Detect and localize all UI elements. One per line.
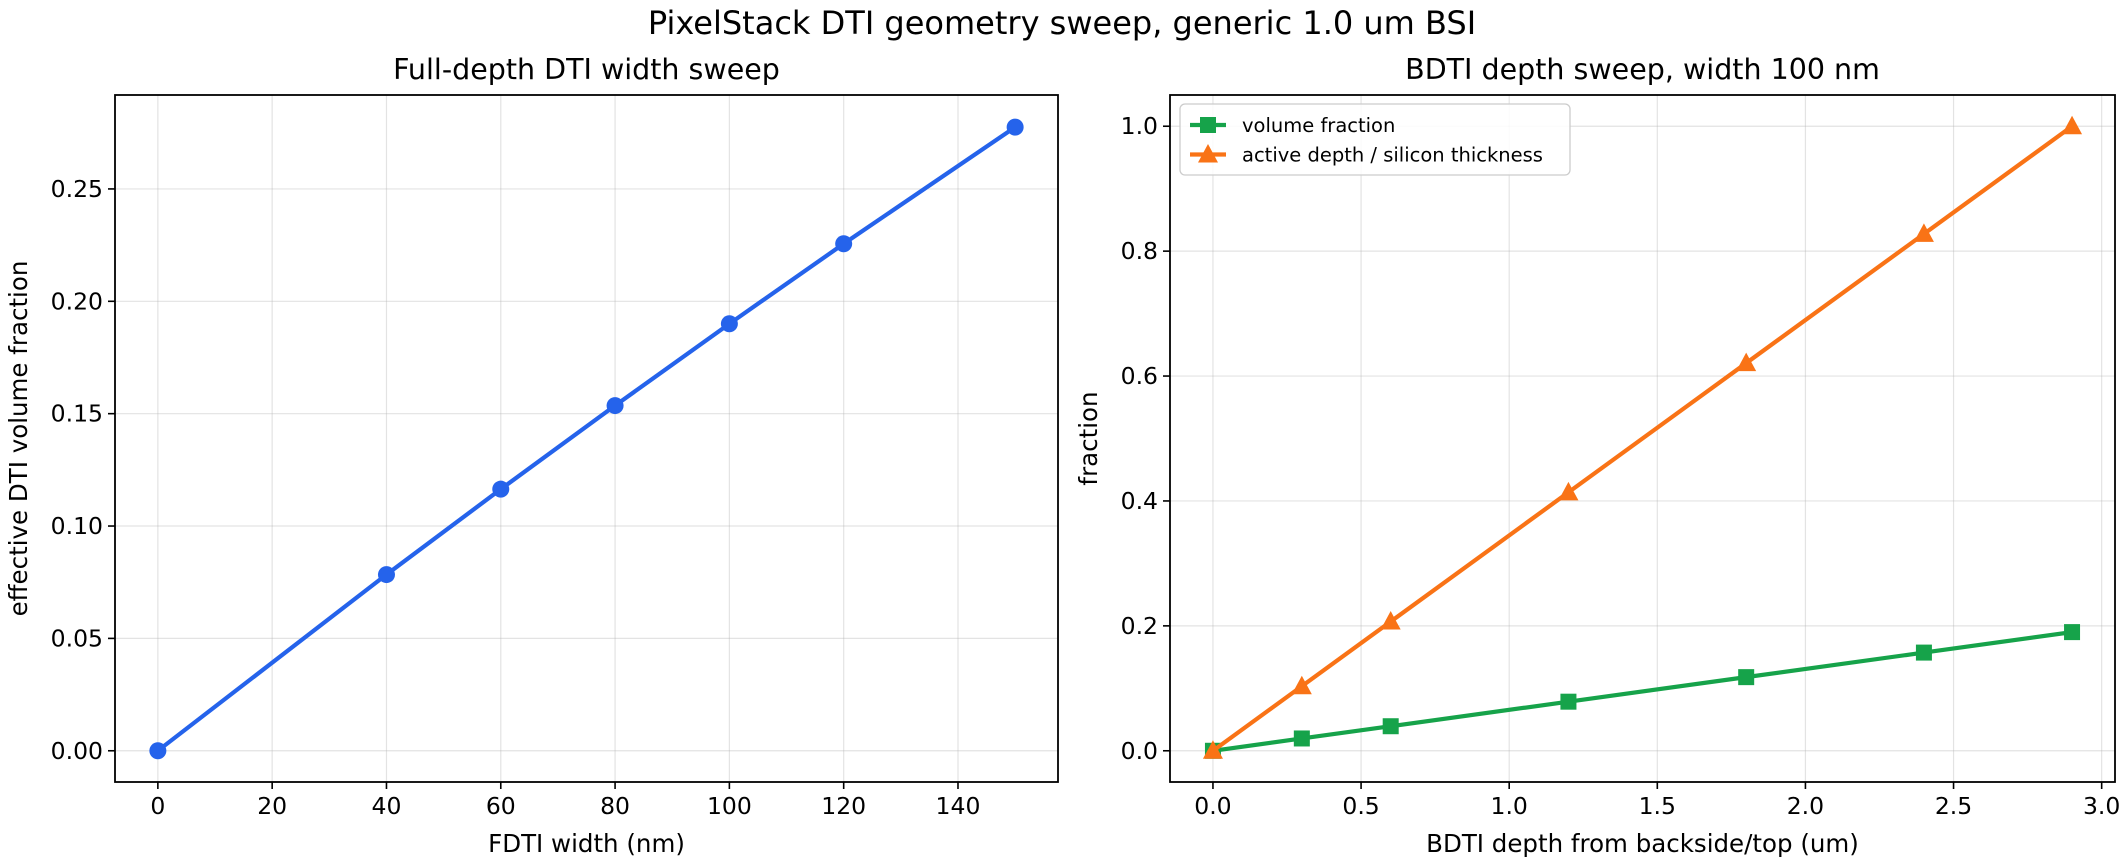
- right-series-1-point: [1202, 740, 1223, 759]
- right-y-tick-label: 0.0: [1121, 737, 1158, 765]
- left-series-0-point: [492, 480, 510, 498]
- left-y-tick-label: 0.25: [51, 175, 103, 203]
- right-series-0-point: [1915, 644, 1932, 661]
- left-series-0-point: [377, 566, 395, 584]
- right-series-1-point: [1913, 223, 1934, 242]
- left-y-tick-label: 0.15: [51, 400, 103, 428]
- right-series-0-point: [1293, 730, 1310, 747]
- left-y-tick-label: 0.00: [51, 737, 103, 765]
- left-x-tick-label: 60: [486, 792, 516, 820]
- right-legend-swatch-marker: [1200, 117, 1216, 133]
- right-legend-swatch-marker: [1198, 144, 1218, 163]
- right-x-tick-label: 1.0: [1491, 792, 1528, 820]
- right-y-tick-label: 1.0: [1121, 112, 1158, 140]
- left-series-0-point: [1006, 118, 1024, 136]
- right-series-0-point: [2064, 624, 2081, 641]
- right-series-1-point: [2062, 115, 2083, 135]
- right-series-0-point: [1382, 718, 1399, 735]
- left-plot-frame: [114, 94, 1059, 783]
- left-series-0-point: [606, 397, 624, 415]
- right-legend-box: [1179, 103, 1571, 176]
- left-x-axis-label: FDTI width (nm): [488, 829, 685, 858]
- right-x-tick-label: 0.0: [1194, 792, 1231, 820]
- right-series-0-point: [1560, 693, 1577, 710]
- left-y-tick-label: 0.05: [51, 624, 103, 652]
- right-x-tick-label: 2.5: [1935, 792, 1972, 820]
- left-series-0-point: [149, 742, 167, 760]
- figure-title: PixelStack DTI geometry sweep, generic 1…: [648, 4, 1476, 42]
- right-y-tick-label: 0.8: [1121, 237, 1158, 265]
- left-x-tick-label: 140: [936, 792, 981, 820]
- right-y-axis-label: fraction: [1074, 391, 1103, 485]
- right-y-tick-label: 0.4: [1121, 487, 1158, 515]
- left-y-axis-label: effective DTI volume fraction: [4, 261, 33, 617]
- left-y-tick-label: 0.10: [51, 512, 103, 540]
- right-x-tick-label: 3.0: [2083, 792, 2120, 820]
- left-x-tick-label: 100: [707, 792, 752, 820]
- left-x-tick-label: 120: [821, 792, 866, 820]
- left-x-tick-label: 0: [150, 792, 165, 820]
- left-chart-title: Full-depth DTI width sweep: [393, 53, 780, 86]
- right-y-tick-label: 0.6: [1121, 362, 1158, 390]
- right-plot-frame: [1169, 94, 2116, 783]
- right-x-tick-label: 1.5: [1639, 792, 1676, 820]
- left-chart-panel: 0 20 40 60 80 100 120 140 0.00 0.05 0.10 0.15 0.20 0.…: [4, 53, 1059, 858]
- right-chart-title: BDTI depth sweep, width 100 nm: [1405, 53, 1880, 86]
- right-series-1-point: [1380, 611, 1401, 630]
- right-series-0-point: [1738, 669, 1755, 686]
- right-legend-entry: volume fraction: [1242, 114, 1395, 137]
- left-x-tick-label: 40: [372, 792, 402, 820]
- right-x-tick-label: 0.5: [1342, 792, 1379, 820]
- left-x-tick-label: 20: [257, 792, 287, 820]
- right-chart-panel: 0.0 0.5 1.0 1.5 2.0 2.5 3.0 0.0 0.2 0.4 0.6 0.8 1.0 B…: [1074, 53, 2120, 858]
- right-y-tick-label: 0.2: [1121, 612, 1158, 640]
- left-series-0-point: [835, 235, 853, 253]
- right-series-1-point: [1736, 352, 1757, 372]
- left-y-tick-label: 0.20: [51, 287, 103, 315]
- left-x-tick-label: 80: [600, 792, 630, 820]
- right-series-1-point: [1558, 481, 1579, 501]
- right-x-tick-label: 2.0: [1787, 792, 1824, 820]
- right-legend-entry: active depth / silicon thickness: [1242, 144, 1543, 167]
- right-x-axis-label: BDTI depth from backside/top (um): [1426, 829, 1859, 858]
- right-series-1-point: [1291, 675, 1312, 695]
- left-series-0-point: [720, 315, 738, 333]
